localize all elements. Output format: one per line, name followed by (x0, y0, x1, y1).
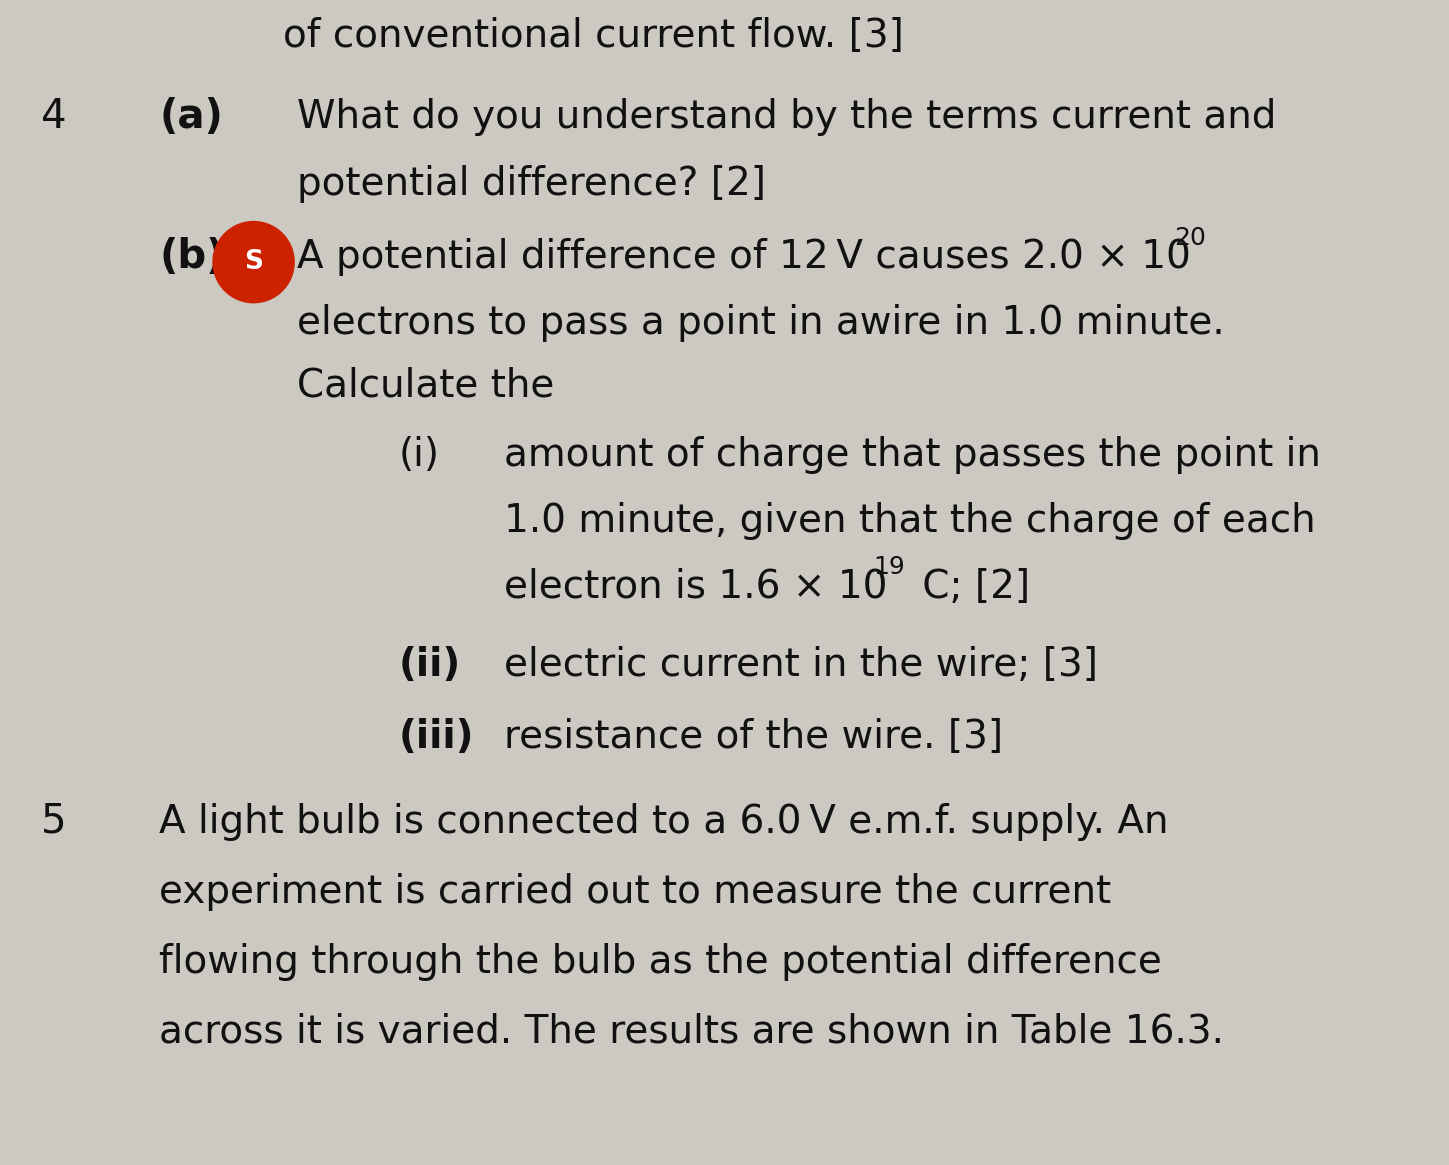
Text: (ii): (ii) (398, 645, 461, 684)
Text: resistance of the wire. [3]: resistance of the wire. [3] (504, 718, 1003, 756)
Text: (i): (i) (398, 436, 439, 474)
Text: electron is 1.6 × 10: electron is 1.6 × 10 (504, 567, 888, 606)
Text: 20: 20 (1174, 226, 1206, 249)
Text: (a): (a) (159, 97, 223, 137)
Text: What do you understand by the terms current and: What do you understand by the terms curr… (297, 98, 1277, 136)
Text: of conventional current flow. [3]: of conventional current flow. [3] (283, 16, 903, 55)
Text: flowing through the bulb as the potential difference: flowing through the bulb as the potentia… (159, 942, 1162, 981)
Text: S: S (243, 249, 264, 275)
Text: 1.0 minute, given that the charge of each: 1.0 minute, given that the charge of eac… (504, 502, 1316, 541)
Ellipse shape (213, 221, 294, 303)
Text: amount of charge that passes the point in: amount of charge that passes the point i… (504, 436, 1321, 474)
Text: 19: 19 (874, 556, 906, 579)
Text: across it is varied. The results are shown in Table 16.3.: across it is varied. The results are sho… (159, 1012, 1224, 1051)
Text: Calculate the: Calculate the (297, 366, 555, 404)
Text: (b): (b) (159, 236, 225, 277)
Text: potential difference? [2]: potential difference? [2] (297, 164, 767, 203)
Text: 5: 5 (41, 802, 67, 842)
Text: A potential difference of 12 V causes 2.0 × 10: A potential difference of 12 V causes 2.… (297, 238, 1191, 276)
Text: electrons to pass a point in awire in 1.0 minute.: electrons to pass a point in awire in 1.… (297, 304, 1224, 343)
Text: (iii): (iii) (398, 718, 474, 756)
Text: A light bulb is connected to a 6.0 V e.m.f. supply. An: A light bulb is connected to a 6.0 V e.m… (159, 803, 1169, 841)
Text: C; [2]: C; [2] (910, 567, 1030, 606)
Text: 4: 4 (41, 97, 67, 137)
Text: experiment is carried out to measure the current: experiment is carried out to measure the… (159, 873, 1111, 911)
Text: electric current in the wire; [3]: electric current in the wire; [3] (504, 645, 1098, 684)
